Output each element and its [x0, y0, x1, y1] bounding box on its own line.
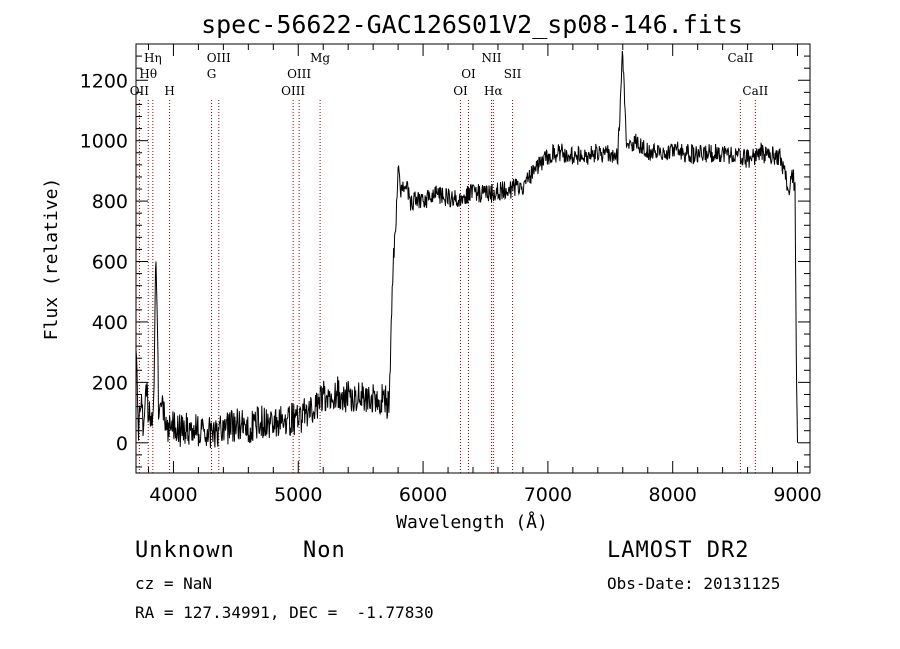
y-tick-label: 1200 [80, 70, 128, 92]
line-marker-label: OIII [287, 67, 311, 81]
y-tick-label: 400 [92, 312, 128, 334]
y-axis-ticks: 0 200 400 600 800 1000 1200 [80, 70, 810, 455]
x-axis-ticks: 4000 5000 6000 7000 8000 9000 [149, 44, 822, 506]
line-marker-label: Hη [144, 51, 162, 65]
line-marker-label: CaII [742, 84, 768, 98]
x-tick-label: 7000 [524, 484, 572, 506]
minor-ticks [136, 44, 810, 473]
line-marker-label: H [164, 84, 174, 98]
observation-date: Obs-Date: 20131125 [607, 574, 781, 593]
line-marker-label: SII [504, 67, 522, 81]
y-axis-label: Flux (relative) [41, 178, 62, 341]
line-marker-label: Mg [310, 51, 330, 65]
line-marker-label: OIII [207, 51, 231, 65]
line-marker-label: Hθ [139, 67, 157, 81]
x-tick-label: 8000 [649, 484, 697, 506]
line-marker-label: Hα [484, 84, 503, 98]
x-tick-label: 6000 [399, 484, 447, 506]
line-marker-label: OIII [281, 84, 305, 98]
line-marker-label: OI [453, 84, 468, 98]
spectral-subclass: Non [303, 538, 346, 563]
redshift-value: cz = NaN [135, 574, 213, 593]
survey-name: LAMOST DR2 [607, 538, 750, 563]
x-axis-label: Wavelength (Å) [396, 511, 548, 533]
line-marker-label: OI [461, 67, 476, 81]
line-marker-label: G [207, 67, 217, 81]
line-marker-label: OII [130, 84, 150, 98]
x-tick-label: 5000 [274, 484, 322, 506]
line-marker-label: NII [481, 51, 501, 65]
chart-title: spec-56622-GAC126S01V2_sp08-146.fits [201, 10, 743, 39]
y-tick-label: 1000 [80, 131, 128, 153]
coordinates: RA = 127.34991, DEC = -1.77830 [135, 603, 434, 622]
y-tick-label: 600 [92, 252, 128, 274]
spectral-class: Unknown [135, 538, 235, 563]
y-tick-label: 800 [92, 191, 128, 213]
y-tick-label: 200 [92, 372, 128, 394]
line-marker-label: CaII [727, 51, 753, 65]
y-tick-label: 0 [116, 433, 128, 455]
x-tick-label: 4000 [149, 484, 197, 506]
x-tick-label: 9000 [773, 484, 821, 506]
spectrum-line [135, 50, 798, 449]
